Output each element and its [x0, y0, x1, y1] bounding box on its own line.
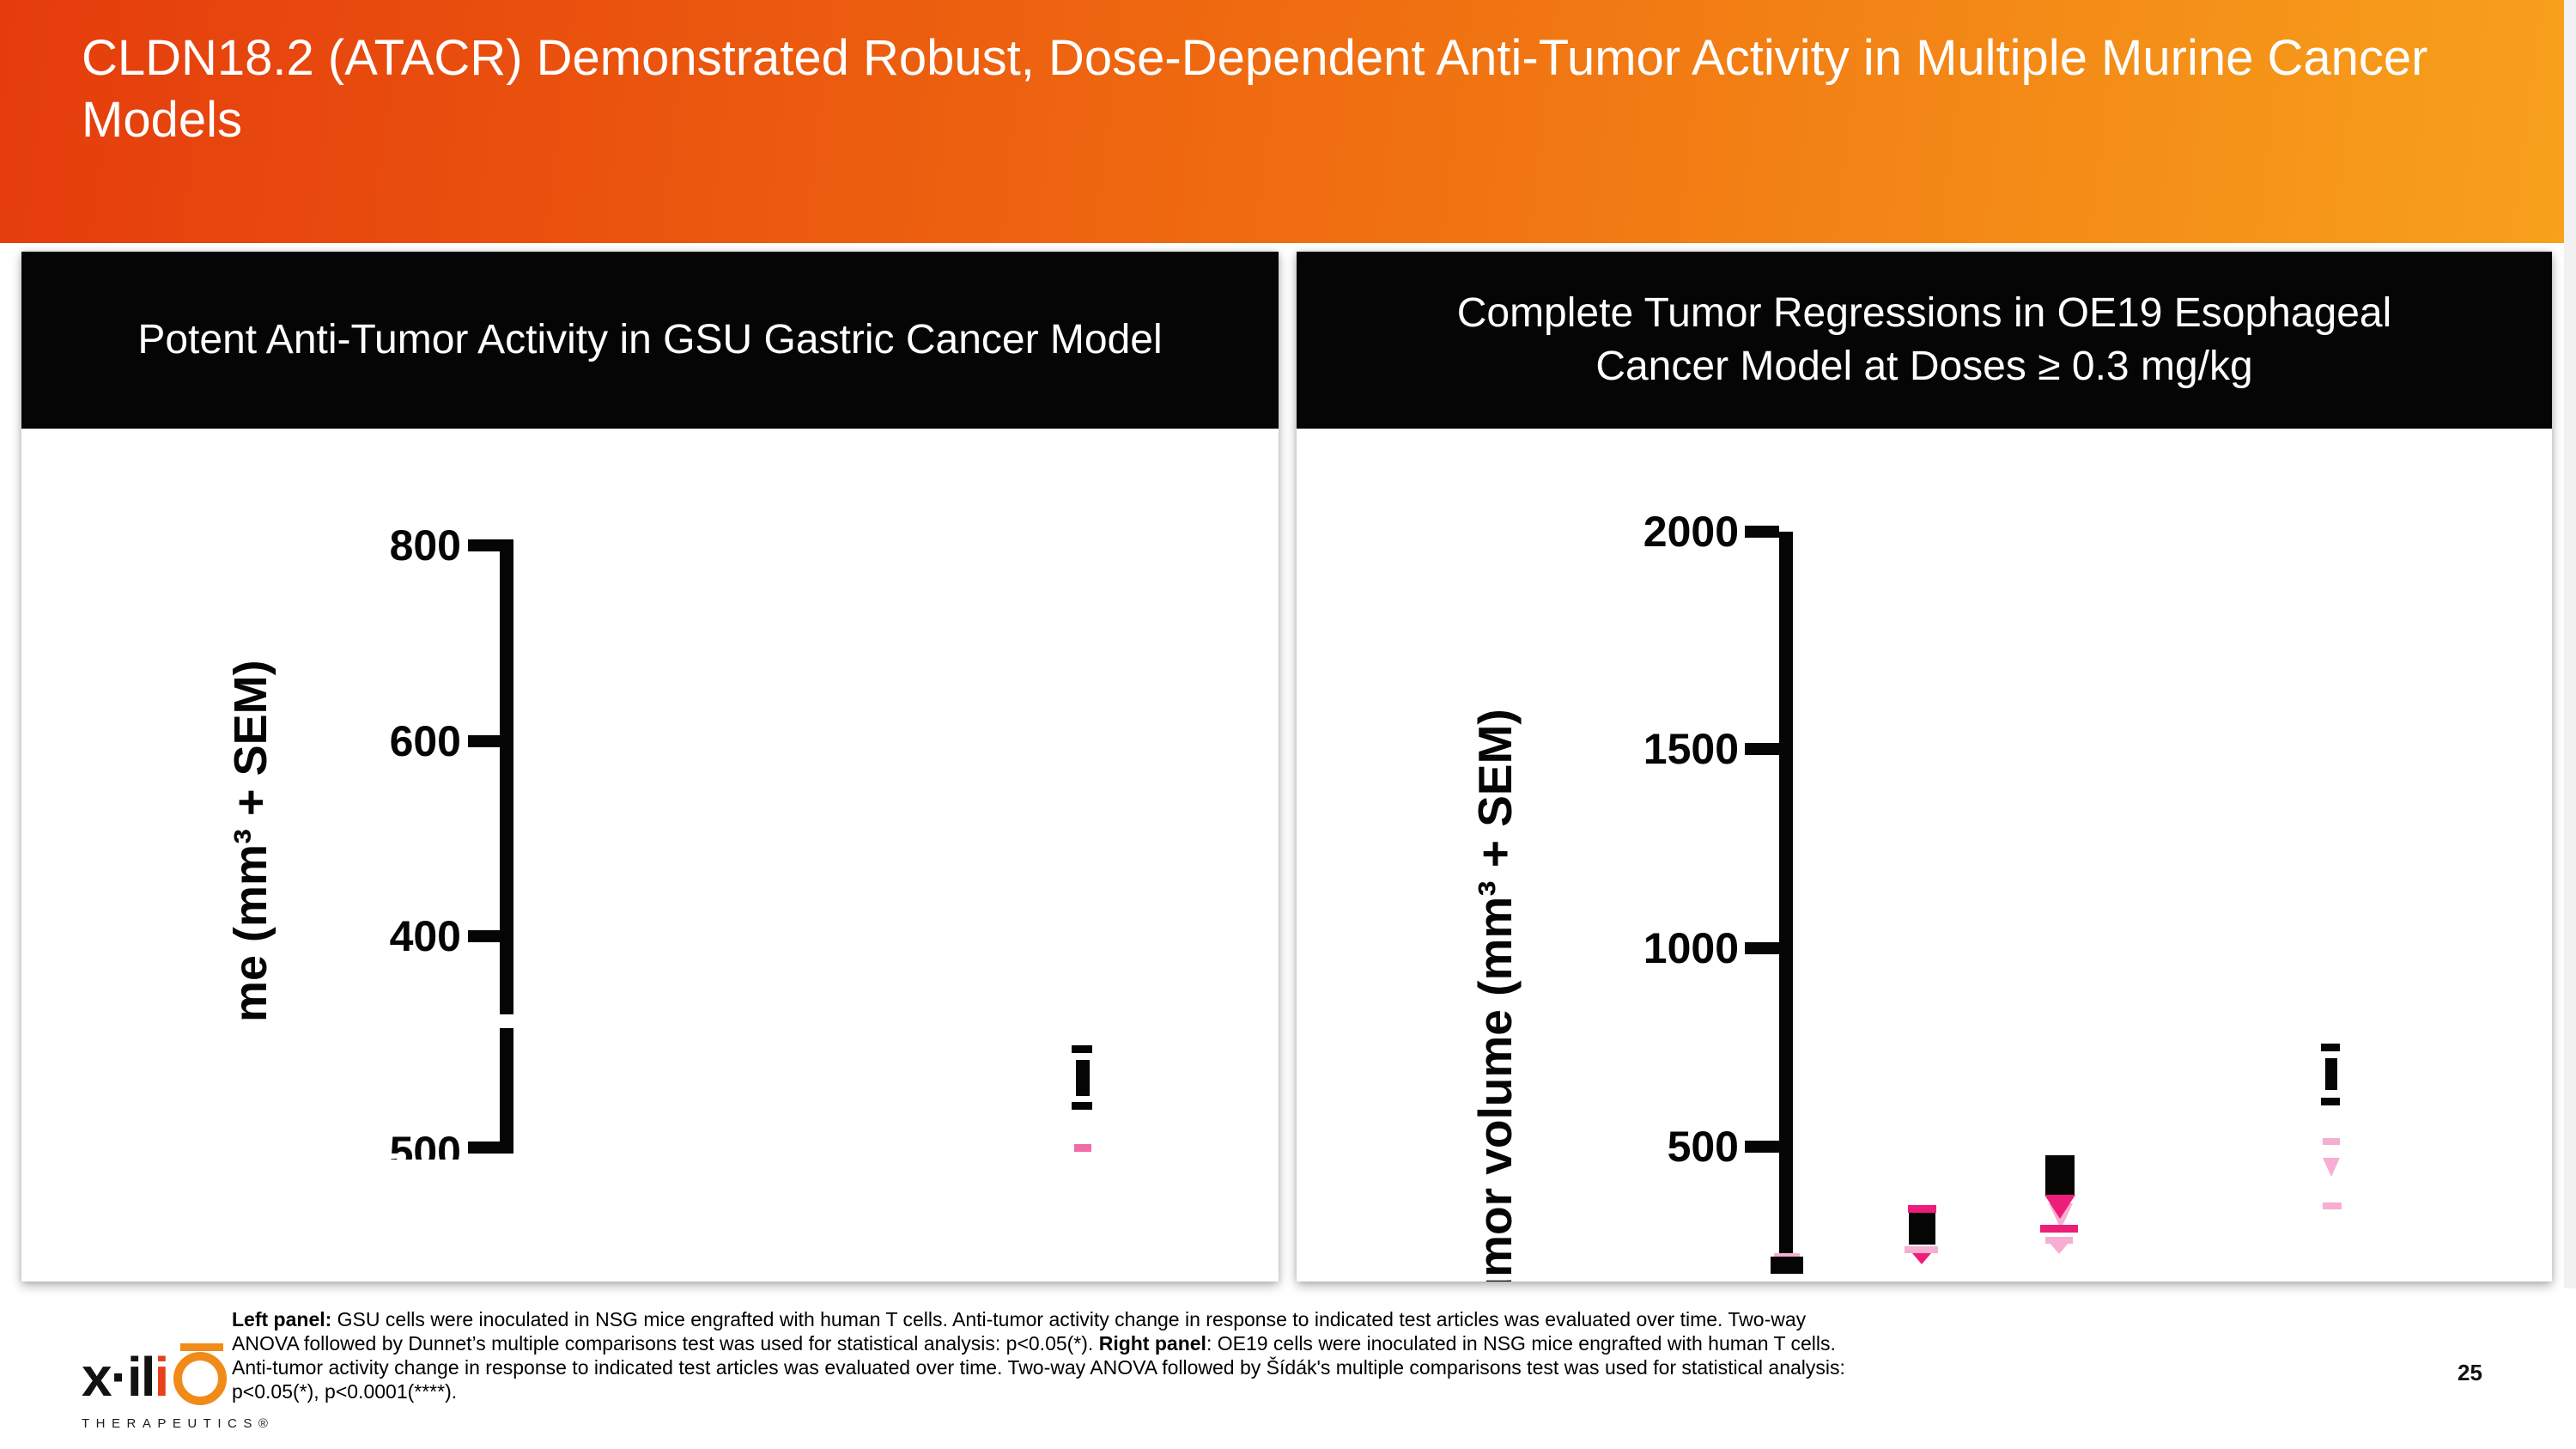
cluster2-pink-dash — [2040, 1225, 2078, 1233]
left-marker-error-cap-top — [1072, 1045, 1092, 1053]
cluster3-lightpink-triangle — [2323, 1158, 2340, 1177]
xilio-logo: x·il i THERAPEUTICS® — [82, 1343, 275, 1431]
left-marker-bar — [1076, 1060, 1090, 1096]
cluster3-lightpink-dash-2 — [2323, 1202, 2342, 1209]
cluster1-lightpink-dash — [1905, 1246, 1938, 1253]
footnote-right-panel-label: Right panel — [1098, 1332, 1206, 1355]
cluster1-black-square — [1909, 1213, 1935, 1245]
slide-header: CLDN18.2 (ATACR) Demonstrated Robust, Do… — [0, 0, 2566, 243]
cluster3-error-cap-bottom — [2321, 1098, 2340, 1105]
footnote-line-1-text: GSU cells were inoculated in NSG mice en… — [331, 1308, 1807, 1330]
footnote-line-2: ANOVA followed by Dunnet’s multiple comp… — [232, 1331, 2215, 1355]
right-tick-500 — [1745, 1141, 1779, 1153]
left-tick-label-500-clip: 500 — [324, 1130, 461, 1160]
left-y-axis-line-upper — [500, 539, 513, 1014]
footnote-line-2-text: : OE19 cells were inoculated in NSG mice… — [1206, 1332, 1836, 1355]
left-y-axis-line-lower — [500, 1028, 513, 1154]
right-panel-title-line2: Cancer Model at Doses ≥ 0.3 mg/kg — [1595, 344, 2253, 389]
right-tick-label-1500: 1500 — [1643, 725, 1739, 773]
left-y-axis-label-lower-clip: volu — [217, 1026, 290, 1160]
left-panel-title: Potent Anti-Tumor Activity in GSU Gastri… — [21, 252, 1279, 429]
right-panel-title-line1: Complete Tumor Regressions in OE19 Esoph… — [1456, 290, 2392, 336]
footnote-block: Left panel: GSU cells were inoculated in… — [232, 1307, 2215, 1403]
footnote-line-4: p<0.05(*), p<0.0001(****). — [232, 1380, 458, 1403]
left-marker-pink-dash — [1074, 1144, 1091, 1152]
cluster3-lightpink-dash-1 — [2323, 1138, 2340, 1145]
left-tick-400 — [468, 930, 502, 942]
cluster2-lightpink-dash — [2045, 1237, 2073, 1244]
cluster2-black-square — [2045, 1155, 2075, 1195]
footnote-line-1: Left panel: GSU cells were inoculated in… — [232, 1307, 2215, 1331]
logo-o-ring-icon — [173, 1343, 228, 1405]
logo-text-i-accent: i — [154, 1346, 169, 1408]
cluster3-error-cap-top — [2321, 1044, 2340, 1051]
left-tick-500 — [468, 1142, 502, 1154]
right-tick-1000 — [1745, 942, 1779, 954]
right-tick-label-2000: 2000 — [1643, 508, 1739, 556]
right-chart-panel: Complete Tumor Regressions in OE19 Esoph… — [1297, 252, 2552, 1282]
right-tick-1500 — [1745, 743, 1779, 755]
slide-title: CLDN18.2 (ATACR) Demonstrated Robust, Do… — [82, 30, 2428, 148]
right-tick-2000 — [1745, 526, 1779, 538]
cluster2-pink-triangle — [2044, 1195, 2075, 1219]
footnote-line-2-pre: ANOVA followed by Dunnet’s multiple comp… — [232, 1332, 1099, 1355]
right-tick-label-1000: 1000 — [1643, 924, 1739, 972]
right-y-axis-label: Tumor volume (mm³ + SEM) — [1468, 709, 1522, 1282]
left-tick-label-500: 500 — [389, 1130, 461, 1160]
cluster1-pink-bar — [1908, 1205, 1936, 1213]
left-tick-600 — [468, 735, 502, 747]
right-panel-title: Complete Tumor Regressions in OE19 Esoph… — [1297, 252, 2552, 429]
xilio-logo-wordmark: x·il i — [82, 1343, 274, 1409]
window-right-gutter — [2564, 0, 2576, 1288]
axis-base-pink-edge — [1774, 1253, 1800, 1257]
cluster1-pink-triangle — [1912, 1253, 1931, 1264]
cluster2-lightpink-triangle-small — [2050, 1243, 2069, 1254]
page-number: 25 — [2458, 1360, 2482, 1385]
left-y-axis-label-upper: me (mm³ + SEM) — [225, 660, 276, 1022]
left-y-axis-label-lower: volu — [217, 1076, 223, 1160]
logo-macron-icon — [180, 1343, 224, 1351]
footnote-line-3: Anti-tumor activity change in response t… — [232, 1356, 1845, 1379]
left-chart-panel: Potent Anti-Tumor Activity in GSU Gastri… — [21, 252, 1279, 1282]
logo-therapeutics-text: THERAPEUTICS® — [82, 1416, 275, 1431]
right-tick-label-500: 500 — [1667, 1123, 1739, 1171]
left-tick-label-600: 600 — [389, 717, 461, 765]
left-tick-label-800: 800 — [389, 521, 461, 569]
left-tick-label-400: 400 — [389, 912, 461, 960]
right-y-axis-line — [1779, 532, 1793, 1257]
left-tick-800 — [468, 539, 502, 551]
axis-base-black-square — [1771, 1257, 1803, 1274]
left-marker-error-cap-bottom — [1072, 1102, 1092, 1110]
cluster3-black-bar — [2325, 1058, 2337, 1090]
logo-text-xil: x·il — [82, 1346, 155, 1408]
footnote-left-panel-label: Left panel: — [232, 1308, 332, 1330]
